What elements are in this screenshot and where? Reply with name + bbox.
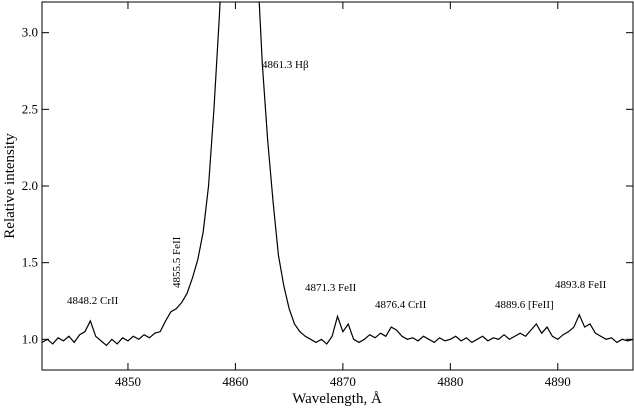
annotation: 4889.6 [FeII] bbox=[495, 299, 554, 311]
x-axis-label: Wavelength, Å bbox=[292, 391, 382, 407]
annotation: 4855.5 FeII bbox=[171, 236, 183, 288]
y-tick-label: 3.0 bbox=[22, 25, 38, 40]
annotation: 4876.4 CrII bbox=[375, 299, 427, 311]
annotation: 4848.2 CrII bbox=[67, 295, 119, 307]
y-axis-label: Relative intensity bbox=[2, 133, 18, 239]
x-tick-label: 4880 bbox=[437, 374, 463, 389]
y-tick-label: 1.0 bbox=[22, 331, 38, 346]
y-tick-label: 1.5 bbox=[22, 255, 38, 270]
x-tick-label: 4890 bbox=[545, 374, 571, 389]
x-tick-label: 4850 bbox=[115, 374, 141, 389]
x-tick-label: 4860 bbox=[222, 374, 248, 389]
spectrum-line bbox=[42, 2, 633, 347]
annotation: 4861.3 Hβ bbox=[262, 59, 309, 71]
y-tick-label: 2.5 bbox=[22, 101, 38, 116]
annotation: 4893.8 FeII bbox=[555, 279, 607, 291]
x-tick-label: 4870 bbox=[330, 374, 356, 389]
y-tick-label: 2.0 bbox=[22, 178, 38, 193]
annotation: 4871.3 FeII bbox=[305, 282, 357, 294]
